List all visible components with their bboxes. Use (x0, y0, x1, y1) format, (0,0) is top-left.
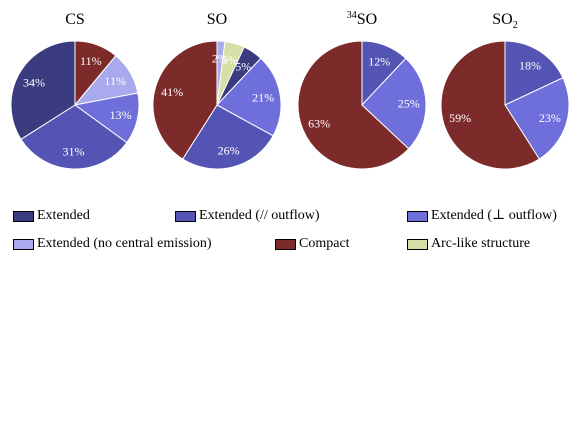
pie-slice-label: 2% (212, 51, 228, 65)
legend-swatch-compact (275, 238, 296, 250)
pie-chart-title: 34SO (347, 10, 377, 28)
legend-swatch-extended-no-central-emission (13, 238, 34, 250)
pie-chart-1: SO2%5%5%21%26%41% (152, 11, 282, 170)
pie-slice-compact (297, 40, 410, 170)
pie-slice-label: 18% (519, 59, 541, 73)
legend-item-arc-like-structure: Arc-like structure (407, 236, 530, 252)
pie-slice-label: 63% (308, 117, 330, 131)
pie-slice-label: 5% (222, 53, 238, 67)
pie-slice-label: 34% (23, 75, 45, 89)
pie-slice-label: 12% (368, 55, 390, 69)
pie-slice-extended-parallel-outflow (20, 104, 128, 170)
pie-slice-label: 59% (449, 111, 471, 125)
pie-slice-label: 5% (235, 59, 251, 73)
pie-chart-3: SO2 18% 23% 59% (440, 11, 570, 170)
pie-chart-title: CS (65, 11, 85, 28)
legend-item-extended-no-central-emission: Extended (no central emission) (13, 236, 212, 252)
legend-label-extended: Extended (37, 208, 90, 223)
title-main: SO (492, 11, 512, 28)
legend-swatch-extended (13, 210, 34, 222)
pie-slice-label: 31% (63, 145, 85, 159)
pie-chart-title: SO2 (492, 11, 517, 31)
pie-slice-label: 23% (539, 111, 561, 125)
pie-slice-compact (152, 40, 218, 160)
legend-label-compact: Compact (299, 236, 350, 251)
pie-slice-label: 26% (218, 143, 240, 157)
legend-swatch-extended-parallel-outflow (175, 210, 196, 222)
legend-label-extended-parallel-outflow: Extended (// outflow) (199, 208, 320, 223)
legend-item-extended-perpendicular-outflow: Extended (⊥ outflow) (407, 208, 557, 224)
legend-item-extended: Extended (13, 208, 90, 224)
pie-slice-label: 11% (80, 54, 102, 68)
pie-slice-extended-parallel-outflow (504, 40, 564, 106)
pie-slice-label: 21% (252, 91, 274, 105)
title-main: SO (207, 11, 227, 28)
title-subscript: 2 (513, 20, 518, 31)
legend-item-compact: Compact (275, 236, 350, 252)
pie-chart-2: 34SO 12% 25% 63% (297, 10, 427, 170)
pie-chart-title: SO (207, 11, 227, 28)
pie-chart-0: CS 11%11% 13% 31% 34% (10, 11, 140, 170)
pie-slice-label: 13% (110, 108, 132, 122)
chart-legend: Extended Extended (// outflow) Extended … (13, 208, 557, 252)
pie-slice-label: 11% (104, 74, 126, 88)
legend-label-extended-no-central-emission: Extended (no central emission) (37, 236, 212, 251)
title-main: SO (357, 11, 377, 28)
pie-slice-label: 25% (398, 97, 420, 111)
pie-slice-extended-parallel-outflow (182, 104, 274, 170)
pie-slice-extended-perpendicular-outflow (216, 57, 282, 137)
pie-slice-label: 41% (161, 85, 183, 99)
legend-label-arc-like-structure: Arc-like structure (431, 236, 531, 251)
title-superscript: 34 (347, 10, 357, 21)
legend-item-extended-parallel-outflow: Extended (// outflow) (175, 208, 320, 224)
legend-swatch-extended-perpendicular-outflow (407, 210, 428, 222)
pie-slice-extended-perpendicular-outflow (504, 77, 570, 160)
legend-label-extended-perpendicular-outflow: Extended (⊥ outflow) (431, 208, 557, 223)
pie-slice-extended (10, 40, 76, 140)
pie-slice-compact (440, 40, 540, 170)
legend-swatch-arc-like-structure (407, 238, 428, 250)
title-main: CS (65, 11, 85, 28)
pie-slice-extended-perpendicular-outflow (361, 57, 427, 150)
